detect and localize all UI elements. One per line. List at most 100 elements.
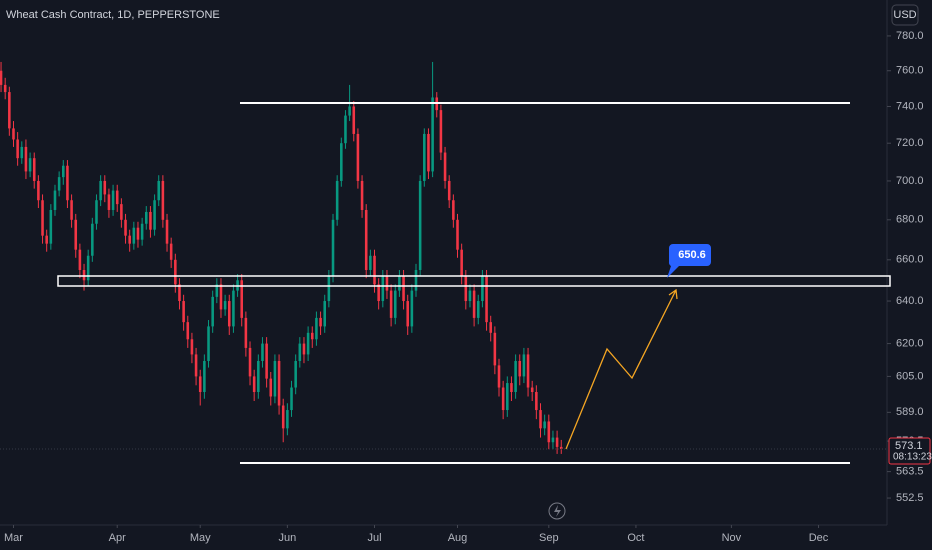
candle-body: [506, 383, 509, 411]
candle-body: [352, 106, 356, 134]
candle-body: [190, 339, 194, 355]
candle-body: [99, 180, 102, 201]
callout: [667, 244, 711, 278]
candle-body: [381, 276, 385, 302]
candle-body: [547, 421, 551, 443]
candle-body: [41, 200, 44, 236]
candle-body: [514, 360, 517, 393]
currency-button[interactable]: [891, 4, 919, 26]
y-tick-label: 700.0: [896, 175, 924, 187]
candle-body: [364, 209, 368, 270]
candle-body: [518, 360, 522, 377]
x-tick-label: May: [190, 532, 211, 544]
candle-body: [327, 276, 331, 302]
candle-body: [136, 227, 140, 240]
candle-body: [61, 165, 65, 178]
candle-body: [32, 158, 36, 181]
candle-body: [456, 219, 459, 250]
candle-body: [340, 143, 343, 181]
candle-body: [443, 152, 447, 181]
price-axis: 780.0 760.0 740.0 720.0 700.0 680.0 660.0 640.0…: [887, 30, 924, 504]
replay-icon[interactable]: [548, 502, 566, 520]
candle-body: [555, 437, 559, 447]
candle-body: [431, 97, 434, 172]
candle-body: [265, 343, 268, 379]
candle-body: [447, 180, 451, 201]
candle-body: [95, 200, 98, 224]
candle-body: [294, 360, 297, 388]
candle-body: [45, 235, 48, 244]
x-tick-label: Aug: [448, 532, 468, 544]
candle-body: [219, 284, 223, 310]
candle-body: [319, 317, 322, 327]
candle-body: [406, 301, 409, 327]
candle-body: [331, 219, 335, 277]
y-tick-label: 680.0: [896, 214, 924, 226]
x-tick-label: Oct: [627, 532, 644, 544]
candle-body: [485, 276, 488, 323]
candle-body: [223, 301, 227, 310]
candle-body: [418, 180, 422, 270]
x-tick-label: Dec: [809, 532, 829, 544]
candle-body: [194, 354, 198, 377]
candle-body: [140, 223, 144, 240]
candle-body: [481, 276, 484, 302]
y-tick-label: 720.0: [896, 137, 924, 149]
y-tick-label: 780.0: [896, 30, 924, 42]
candle-body: [315, 317, 318, 340]
candle-body: [335, 180, 339, 220]
candle-body: [402, 276, 405, 302]
candle-body: [103, 180, 107, 195]
x-tick-label: Jul: [367, 532, 381, 544]
candle-body: [501, 387, 505, 411]
candle-body: [165, 219, 169, 244]
candle-body: [460, 249, 463, 277]
candle-body: [198, 376, 202, 393]
candle-body: [398, 276, 401, 291]
projection-arrow: [565, 289, 677, 450]
candle-body: [157, 180, 161, 201]
y-tick-label: 563.5: [896, 466, 924, 478]
candle-body: [493, 332, 497, 366]
y-tick-label: 605.0: [896, 370, 924, 382]
candle-body: [161, 180, 165, 220]
candle-body: [277, 360, 281, 406]
candle-body: [427, 133, 430, 172]
candle-body: [182, 301, 185, 323]
candle-body: [439, 110, 443, 153]
candle-body: [306, 332, 310, 355]
candle-body: [149, 211, 152, 230]
candle-body: [120, 204, 123, 220]
candle-body: [86, 255, 90, 281]
price-tag: [888, 437, 931, 465]
candle-body: [211, 296, 214, 327]
candle-body: [273, 360, 277, 397]
y-tick-label: 620.0: [896, 337, 924, 349]
candle-body: [8, 92, 11, 129]
currency-label: USD: [893, 9, 916, 21]
candle-body: [115, 190, 119, 205]
candle-body: [360, 180, 364, 210]
candle-body: [248, 347, 252, 377]
chart-title: Wheat Cash Contract, 1D, PEPPERSTONE: [6, 9, 220, 21]
candle-body: [57, 177, 61, 191]
x-tick-label: Jun: [278, 532, 296, 544]
candle-body: [468, 290, 472, 302]
candle-body: [91, 223, 94, 256]
y-tick-label: 552.5: [896, 492, 924, 504]
candle-body: [310, 332, 314, 340]
candle-body: [178, 284, 181, 302]
candle-body: [348, 106, 351, 116]
candle-body: [37, 180, 40, 201]
y-tick-label: 640.0: [896, 295, 924, 307]
candle-body: [49, 209, 53, 244]
candle-body: [539, 410, 542, 429]
candle-body: [269, 378, 273, 397]
candle-body: [257, 360, 260, 393]
candle-body: [207, 326, 210, 361]
candle-body: [559, 446, 563, 449]
candle-body: [111, 190, 115, 210]
candle-body: [414, 269, 418, 291]
candle-body: [240, 280, 244, 318]
callout-label: 650.6: [678, 249, 706, 261]
